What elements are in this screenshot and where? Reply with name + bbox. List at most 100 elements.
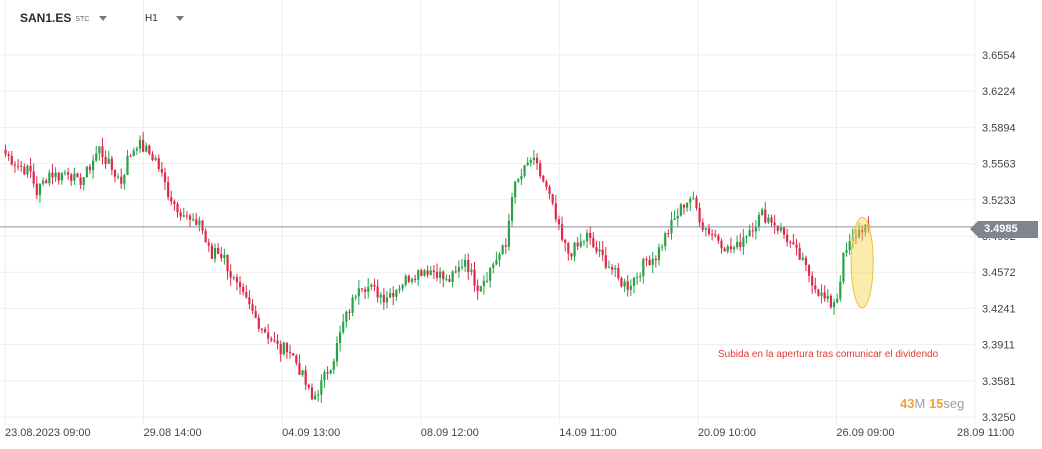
candle-body — [370, 284, 373, 287]
candle-body — [489, 267, 492, 281]
candle-body — [248, 297, 251, 305]
candle-body — [60, 173, 63, 181]
candle-body — [498, 253, 501, 260]
candle-body — [811, 275, 814, 286]
candle-body — [257, 317, 260, 329]
candle-body — [423, 270, 426, 276]
candle-body — [29, 165, 32, 172]
candle-body — [145, 145, 148, 152]
candle-countdown: 43M 15seg — [900, 396, 964, 411]
candle-body — [467, 259, 470, 272]
candle-body — [801, 257, 804, 260]
candle-body — [570, 253, 573, 257]
candle-body — [848, 241, 851, 250]
candle-body — [382, 294, 385, 303]
candle-body — [170, 197, 173, 202]
y-tick-label: 3.6224 — [982, 86, 1016, 98]
candle-body — [182, 215, 185, 217]
candle-body — [360, 288, 364, 290]
candle-body — [601, 249, 604, 256]
candle-body — [51, 172, 54, 178]
x-tick-label: 14.09 11:00 — [559, 427, 616, 439]
y-tick-label: 3.3250 — [982, 412, 1016, 424]
candle-body — [198, 220, 201, 225]
timeframe-selector[interactable]: H1 — [145, 8, 184, 28]
candle-body — [448, 279, 451, 282]
candle-body — [267, 332, 270, 339]
candle-body — [648, 260, 651, 265]
candle-body — [573, 242, 576, 257]
candle-body — [682, 204, 686, 208]
candle-body — [795, 244, 798, 248]
candle-body — [673, 218, 676, 220]
candle-body — [385, 297, 389, 303]
candle-body — [445, 279, 448, 281]
candle-body — [410, 278, 414, 282]
candle-body — [417, 270, 420, 280]
candle-body — [35, 183, 38, 196]
candle-body — [695, 198, 698, 208]
candle-body — [554, 203, 557, 220]
candle-body — [76, 173, 79, 178]
candle-body — [176, 204, 179, 213]
candle-body — [242, 287, 245, 292]
candle-body — [714, 234, 717, 236]
candle-body — [123, 175, 126, 184]
candle-body — [661, 246, 664, 248]
candle-body — [557, 219, 561, 225]
candle-body — [723, 248, 726, 252]
candle-body — [7, 154, 10, 156]
candle-body — [32, 171, 35, 184]
candle-body — [479, 285, 482, 292]
timer-sec-unit: seg — [943, 396, 965, 411]
candle-body — [376, 286, 379, 298]
candle-body — [726, 246, 729, 252]
candle-body — [460, 266, 464, 268]
candle-body — [213, 247, 217, 259]
candle-body — [701, 222, 704, 230]
candle-body — [736, 241, 739, 248]
candle-body — [598, 249, 601, 252]
candle-body — [160, 169, 163, 173]
candle-body — [861, 229, 864, 233]
candle-body — [432, 270, 435, 272]
candle-body — [832, 302, 836, 308]
y-tick-label: 3.4572 — [982, 267, 1016, 279]
candle-body — [610, 267, 614, 270]
candle-body — [635, 277, 639, 279]
x-tick-label: 28.09 11:00 — [957, 427, 1014, 439]
candle-body — [732, 247, 736, 250]
candle-body — [645, 259, 648, 261]
candle-body — [142, 140, 145, 152]
candle-body — [392, 292, 395, 297]
candle-body — [273, 340, 276, 342]
candle-body — [48, 172, 51, 184]
candle-body — [767, 217, 770, 223]
candle-body — [779, 227, 782, 231]
timer-seconds: 15 — [928, 396, 944, 411]
candle-body — [73, 173, 76, 181]
symbol-selector[interactable]: SAN1.ES STC — [20, 8, 108, 28]
candle-body — [607, 267, 611, 269]
candle-body — [148, 145, 151, 155]
y-tick-label: 3.4241 — [982, 303, 1016, 315]
candle-body — [526, 162, 529, 166]
candle-body — [492, 264, 495, 268]
candle-body — [329, 369, 332, 374]
candle-body — [854, 236, 858, 238]
candle-body — [614, 268, 617, 270]
candle-body — [426, 270, 429, 275]
candle-body — [398, 288, 401, 290]
candle-body — [564, 239, 567, 243]
candle-body — [435, 271, 439, 278]
candle-body — [163, 172, 167, 183]
candle-body — [845, 249, 848, 253]
candle-body — [363, 289, 367, 292]
y-tick-label: 3.5563 — [982, 159, 1016, 171]
candle-body — [167, 182, 170, 198]
candle-body — [357, 288, 360, 297]
candle-body — [798, 247, 801, 260]
candle-body — [188, 215, 192, 220]
candle-body — [504, 245, 507, 247]
candle-body — [232, 277, 235, 279]
